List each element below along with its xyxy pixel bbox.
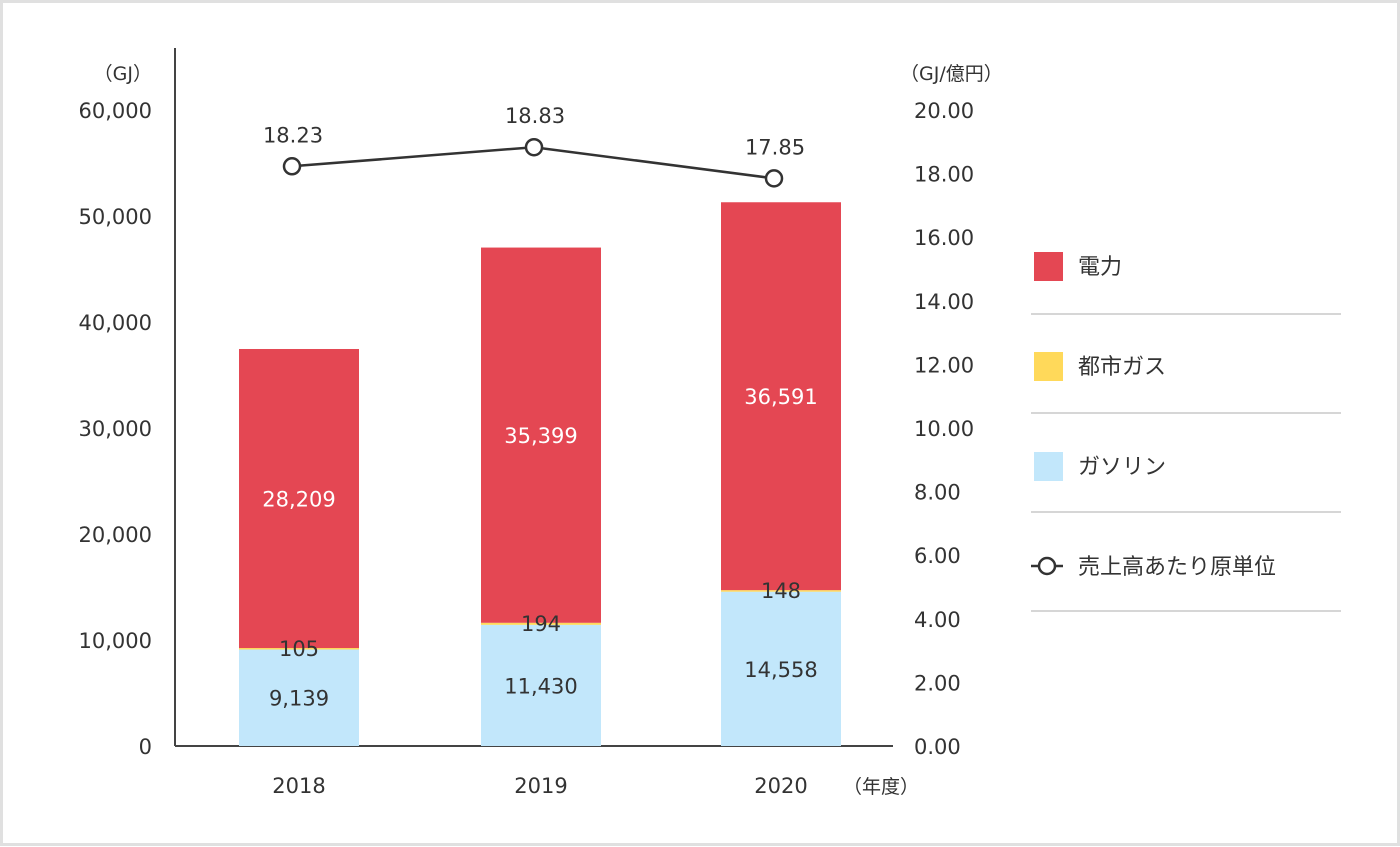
legend-point-marker xyxy=(1037,556,1057,576)
y-left-tick-label: 40,000 xyxy=(79,311,152,335)
legend-label: 売上高あたり原単位 xyxy=(1078,555,1276,580)
y-right-tick-label: 18.00 xyxy=(914,163,974,187)
y-right-tick-label: 10.00 xyxy=(914,417,974,441)
segment-label-gasoline: 11,430 xyxy=(504,674,577,698)
y-left-tick-label: 50,000 xyxy=(79,205,152,229)
y-left-axis-unit: （GJ） xyxy=(94,63,152,85)
y-left-tick-label: 0 xyxy=(139,735,152,759)
legend-label: ガソリン xyxy=(1078,455,1166,480)
y-right-tick-label: 0.00 xyxy=(914,735,961,759)
y-right-tick-label: 2.00 xyxy=(914,671,961,695)
y-left-tick-label: 60,000 xyxy=(79,99,152,123)
legend-swatch xyxy=(1034,352,1063,381)
legend-swatch xyxy=(1034,452,1063,481)
y-right-tick-label: 8.00 xyxy=(914,481,961,505)
y-right-tick-label: 20.00 xyxy=(914,99,974,123)
x-tick-label: 2018 xyxy=(272,774,325,798)
y-right-tick-label: 4.00 xyxy=(914,608,961,632)
y-right-tick-label: 6.00 xyxy=(914,544,961,568)
y-right-tick-label: 16.00 xyxy=(914,226,974,250)
y-left-tick-label: 30,000 xyxy=(79,417,152,441)
intensity-point xyxy=(524,137,544,157)
y-left-tick-label: 20,000 xyxy=(79,523,152,547)
segment-label-electricity: 36,591 xyxy=(744,385,817,409)
bar-segment xyxy=(481,622,601,625)
y-left-tick-label: 10,000 xyxy=(79,629,152,653)
bar-segment xyxy=(481,624,601,746)
bar-segment xyxy=(239,348,359,649)
x-tick-label: 2019 xyxy=(514,774,567,798)
y-right-axis-unit: （GJ/億円） xyxy=(900,63,1003,85)
intensity-point xyxy=(764,169,784,188)
bar-segment xyxy=(721,202,841,591)
x-tick-label: 2020 xyxy=(754,774,807,798)
legend-swatch xyxy=(1034,252,1063,281)
segment-label-gasoline: 9,139 xyxy=(269,687,329,711)
bar-segment xyxy=(721,590,841,592)
segment-label-citygas: 148 xyxy=(761,579,801,603)
energy-chart: 0 10,000 20,000 30,000 40,000 50,000 60,000 （GJ… xyxy=(79,48,1341,798)
segment-label-electricity: 35,399 xyxy=(504,424,577,448)
segment-label-electricity: 28,209 xyxy=(262,488,335,512)
bar-segment xyxy=(721,591,841,746)
intensity-point xyxy=(282,157,302,176)
bar-segment xyxy=(481,247,601,623)
bar-segment xyxy=(239,649,359,746)
legend-label: 都市ガス xyxy=(1078,355,1166,380)
x-axis-unit: （年度） xyxy=(843,776,919,798)
intensity-value-label: 18.83 xyxy=(505,104,565,128)
segment-label-citygas: 105 xyxy=(279,637,319,661)
y-right-tick-label: 14.00 xyxy=(914,290,974,314)
bar-segment xyxy=(239,648,359,650)
segment-label-gasoline: 14,558 xyxy=(744,658,817,682)
y-right-tick-label: 12.00 xyxy=(914,353,974,377)
legend-label: 電力 xyxy=(1078,255,1122,280)
intensity-value-label: 18.23 xyxy=(263,123,323,147)
intensity-value-label: 17.85 xyxy=(745,135,805,159)
segment-label-citygas: 194 xyxy=(521,612,561,636)
